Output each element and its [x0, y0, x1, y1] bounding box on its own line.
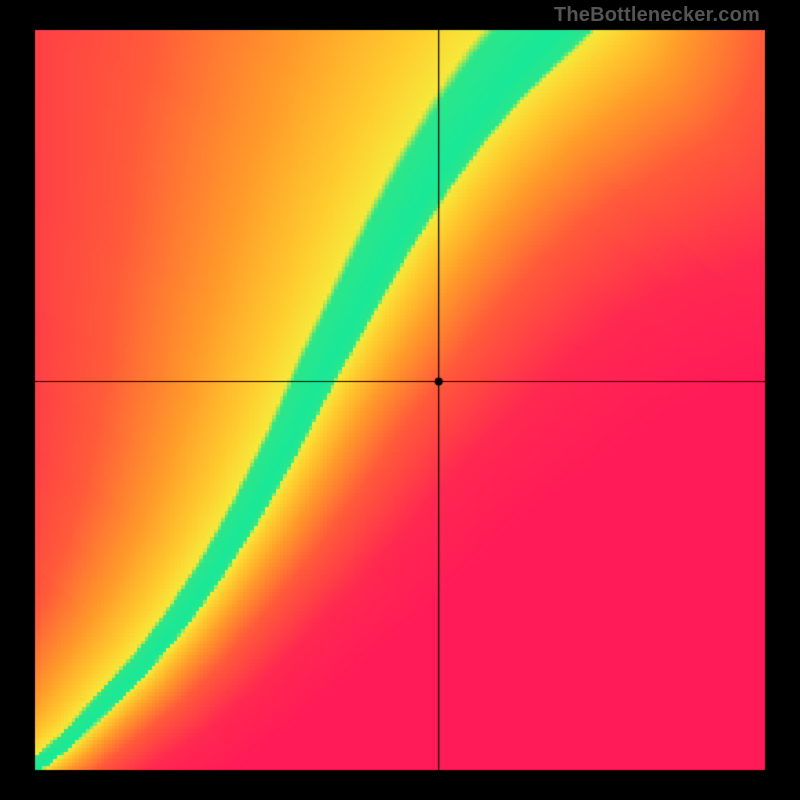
heatmap-canvas	[0, 0, 800, 800]
watermark-text: TheBottlenecker.com	[554, 4, 760, 27]
chart-container: TheBottlenecker.com	[0, 0, 800, 800]
